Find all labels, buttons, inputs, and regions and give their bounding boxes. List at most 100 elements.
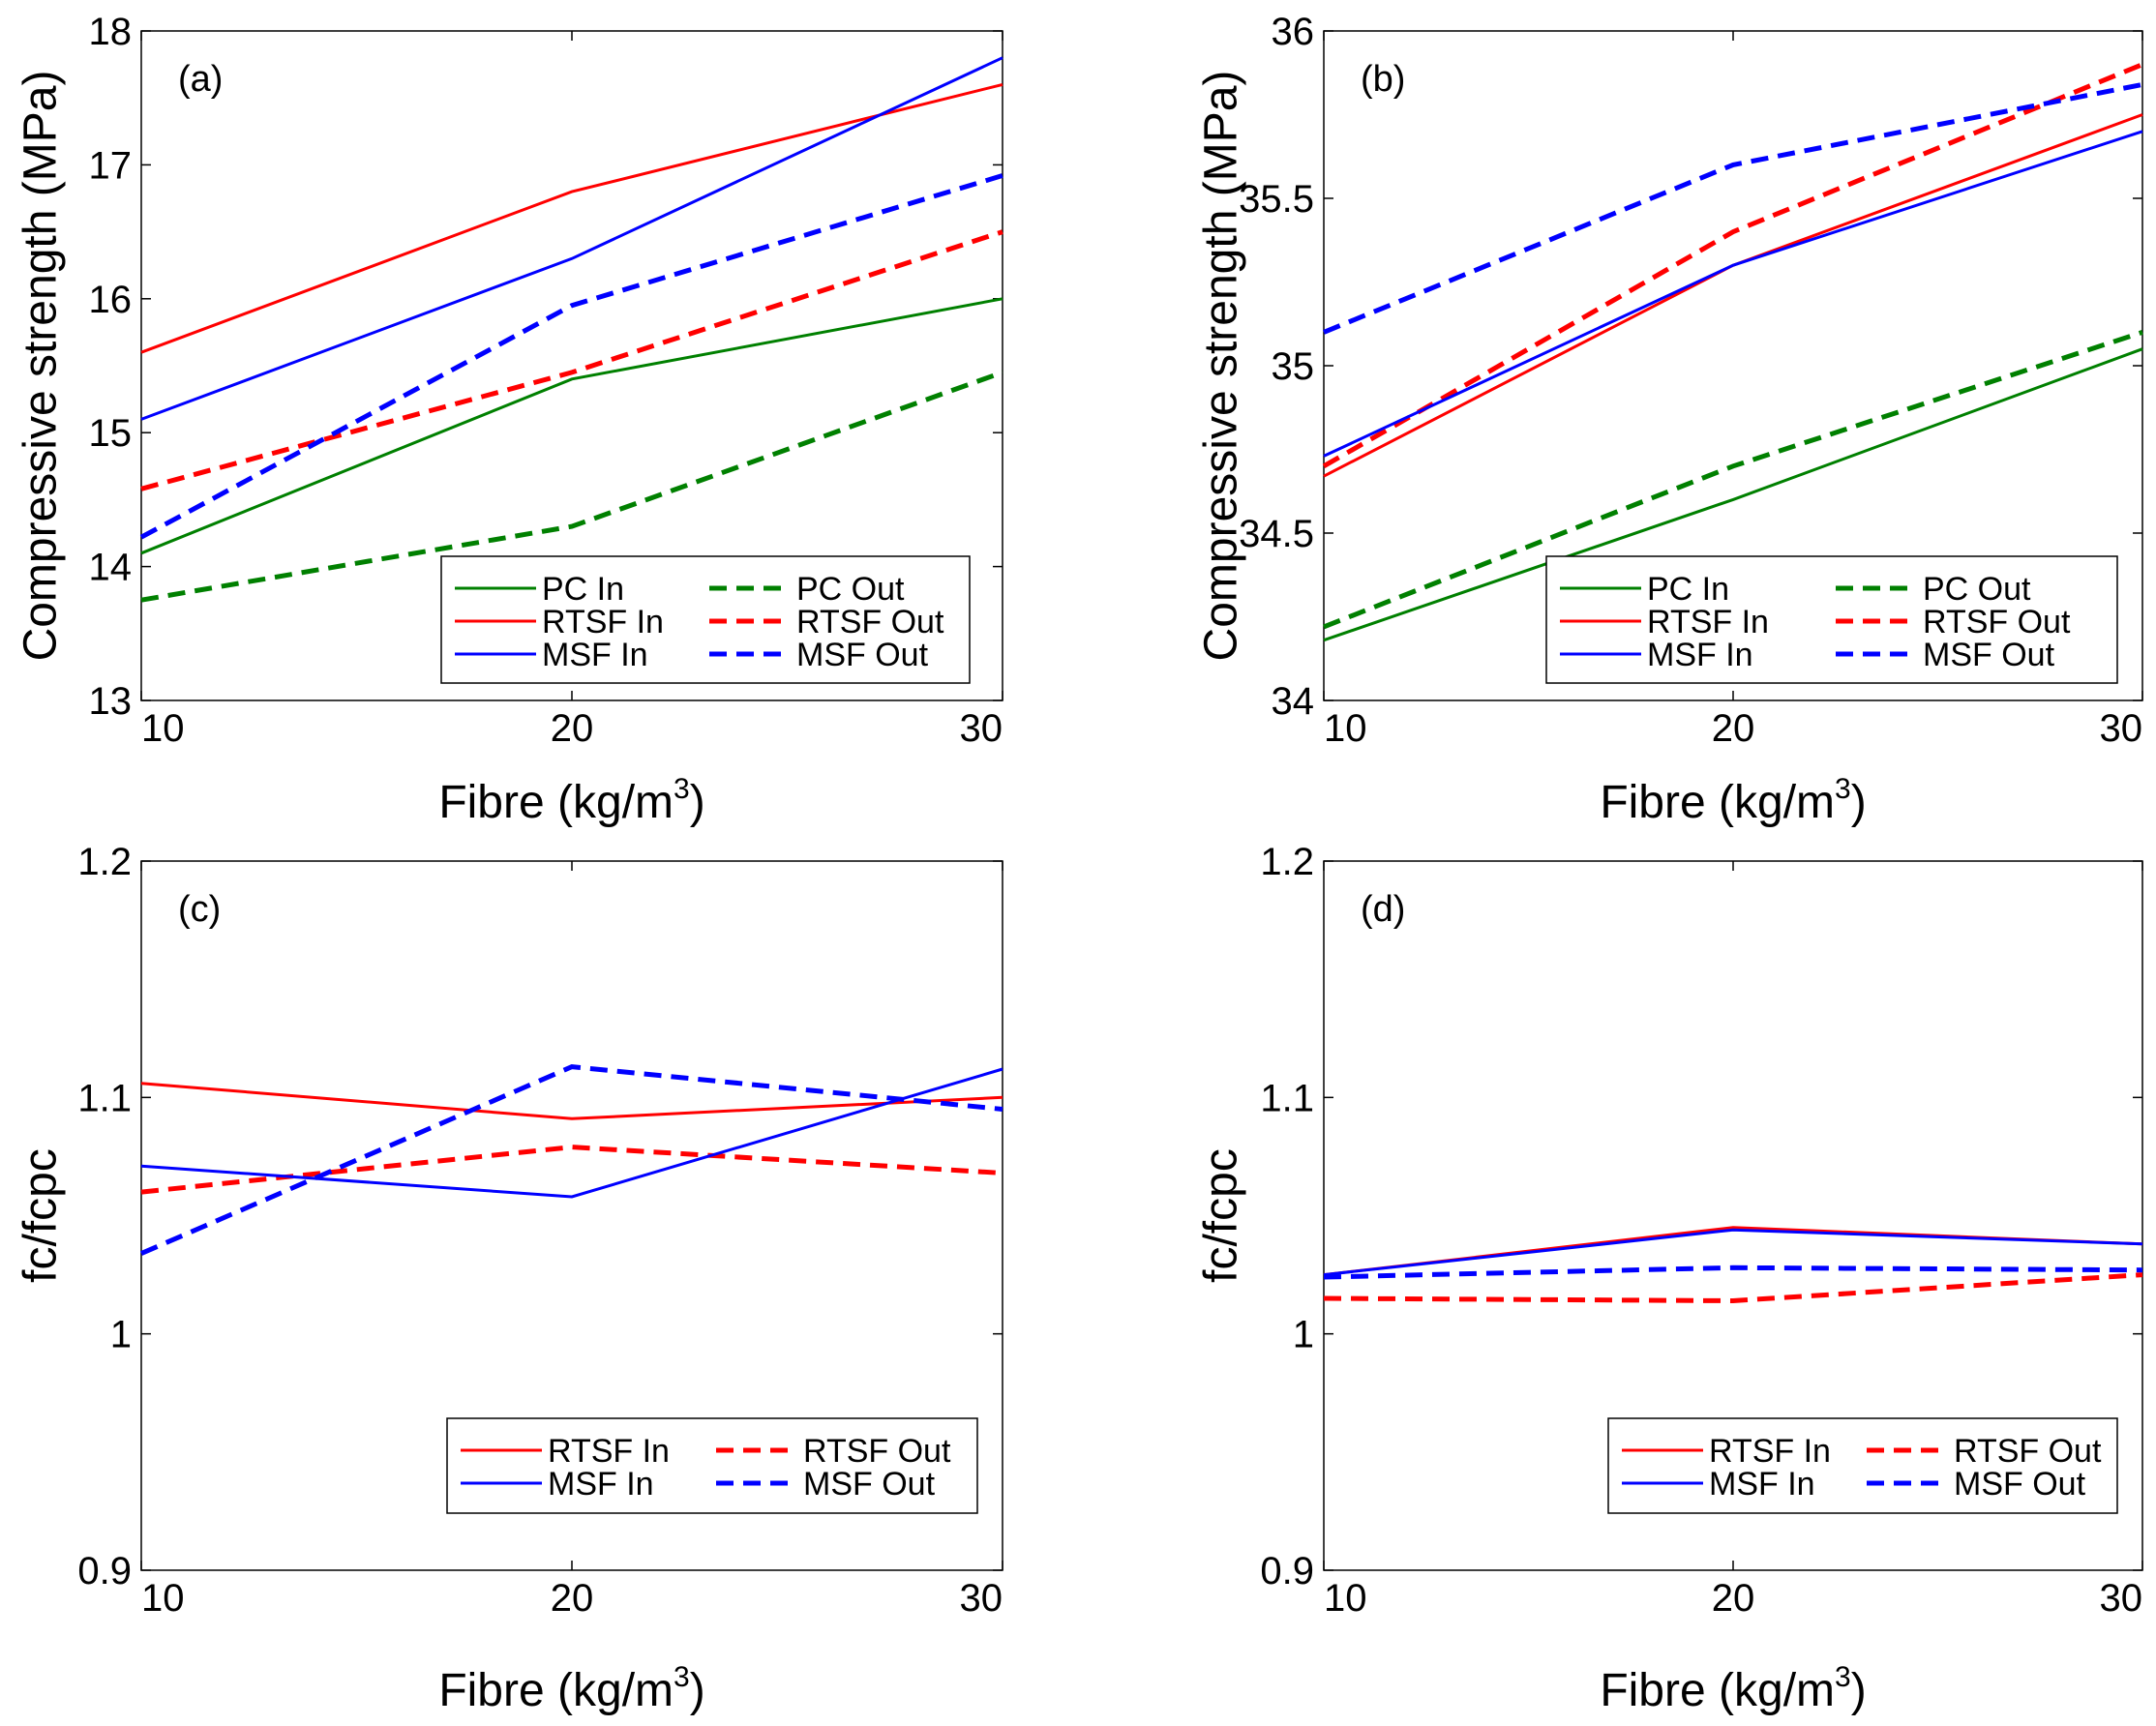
x-axis-title-main: Fibre (kg/m xyxy=(1600,1665,1835,1716)
series-line-msf-in xyxy=(140,56,1003,421)
series-line-msf-out xyxy=(140,1064,1003,1256)
series-line-msf-out xyxy=(1323,81,2143,335)
y-tick-label: 13 xyxy=(89,680,133,723)
y-tick-label: 1 xyxy=(110,1314,132,1356)
legend-label: MSF In xyxy=(1647,637,1753,673)
legend-label: RTSF Out xyxy=(1954,1433,2102,1470)
y-tick-label: 1.2 xyxy=(77,841,132,883)
y-tick-label: 35 xyxy=(1272,345,1315,388)
x-tick-label: 20 xyxy=(551,1577,594,1620)
series-line-msf-in xyxy=(1323,1228,2143,1277)
y-tick-label: 14 xyxy=(89,547,133,589)
series-line-rtsf-out xyxy=(140,229,1003,491)
series-line-rtsf-out xyxy=(1323,1272,2143,1304)
series-line-msf-out xyxy=(139,173,1003,540)
y-tick-label: 15 xyxy=(89,412,133,455)
legend-label: RTSF In xyxy=(548,1433,670,1470)
series-line-pc-in xyxy=(140,297,1003,555)
x-axis-title-close: ) xyxy=(690,1665,705,1716)
series-line-msf-in xyxy=(1323,130,2143,458)
legend-label: MSF Out xyxy=(1923,637,2055,673)
y-tick-label: 36 xyxy=(1272,11,1315,53)
legend-label: RTSF In xyxy=(542,604,664,640)
y-axis-title: fc/fcpc xyxy=(1196,1148,1247,1283)
y-tick-label: 1 xyxy=(1293,1314,1314,1356)
panel-label: (c) xyxy=(178,889,221,930)
legend-box xyxy=(1607,1417,2118,1514)
legend-label: MSF In xyxy=(1709,1466,1815,1503)
x-tick-label: 30 xyxy=(2100,1577,2143,1620)
legend-label: MSF Out xyxy=(1954,1466,2086,1503)
x-tick-label: 30 xyxy=(960,707,1003,750)
x-tick-label: 20 xyxy=(1712,707,1755,750)
x-tick-label: 10 xyxy=(1324,1577,1367,1620)
x-tick-label: 10 xyxy=(1324,707,1367,750)
y-tick-label: 0.9 xyxy=(1260,1550,1314,1592)
series-line-pc-in xyxy=(1323,347,2143,642)
x-tick-label: 10 xyxy=(141,1577,185,1620)
x-axis-title-close: ) xyxy=(1851,777,1867,828)
legend-box xyxy=(1545,555,2118,684)
x-axis-title-main: Fibre (kg/m xyxy=(438,1665,674,1716)
x-axis-title-close: ) xyxy=(690,777,705,828)
y-axis-title: fc/fcpc xyxy=(15,1148,67,1283)
y-tick-label: 1.1 xyxy=(77,1077,132,1119)
legend-label: PC In xyxy=(542,571,624,608)
series-line-pc-out xyxy=(1323,330,2143,630)
x-axis-title: Fibre (kg/m3) xyxy=(1600,773,1866,828)
legend-label: RTSF Out xyxy=(803,1433,951,1470)
y-tick-label: 18 xyxy=(89,11,133,53)
y-tick-label: 35.5 xyxy=(1239,178,1314,221)
y-axis-title: Compressive strength (MPa) xyxy=(1196,71,1247,662)
legend-label: PC Out xyxy=(1923,571,2031,608)
series-line-pc-out xyxy=(140,370,1003,603)
legend-label: MSF Out xyxy=(796,637,929,673)
legend-label: RTSF In xyxy=(1647,604,1769,640)
x-axis-title: Fibre (kg/m3) xyxy=(438,1661,704,1716)
x-axis-title-superscript: 3 xyxy=(1835,773,1851,805)
legend-label: RTSF Out xyxy=(1923,604,2071,640)
y-axis-title: Compressive strength (MPa) xyxy=(15,71,67,662)
series-line-rtsf-in xyxy=(140,1082,1003,1120)
legend-label: RTSF In xyxy=(1709,1433,1831,1470)
x-tick-label: 20 xyxy=(1712,1577,1755,1620)
x-axis-title-close: ) xyxy=(1851,1665,1867,1716)
legend-label: MSF In xyxy=(542,637,648,673)
x-axis-title-superscript: 3 xyxy=(674,1661,690,1693)
y-tick-label: 17 xyxy=(89,144,133,187)
legend-label: MSF In xyxy=(548,1466,654,1503)
y-tick-label: 1.1 xyxy=(1260,1077,1314,1119)
series-line-rtsf-in xyxy=(140,82,1003,354)
x-axis-title-superscript: 3 xyxy=(674,773,690,805)
legend-label: RTSF Out xyxy=(796,604,944,640)
y-tick-label: 34.5 xyxy=(1239,513,1314,555)
panel-label: (d) xyxy=(1361,889,1405,930)
y-tick-label: 1.2 xyxy=(1260,841,1314,883)
y-tick-label: 0.9 xyxy=(77,1550,132,1592)
y-tick-label: 34 xyxy=(1272,680,1315,723)
series-line-rtsf-out xyxy=(1322,62,2143,468)
panel-label: (a) xyxy=(178,59,223,100)
legend-label: PC Out xyxy=(796,571,905,608)
x-axis-title-superscript: 3 xyxy=(1835,1661,1851,1693)
x-tick-label: 30 xyxy=(960,1577,1003,1620)
series-line-msf-in xyxy=(140,1067,1003,1199)
y-tick-label: 16 xyxy=(89,279,133,321)
x-axis-title: Fibre (kg/m3) xyxy=(1600,1661,1866,1716)
x-axis-title-main: Fibre (kg/m xyxy=(1600,777,1835,828)
legend-label: MSF Out xyxy=(803,1466,936,1503)
legend-label: PC In xyxy=(1647,571,1729,608)
x-tick-label: 30 xyxy=(2100,707,2143,750)
panel-label: (b) xyxy=(1361,59,1405,100)
legend-box xyxy=(446,1417,978,1514)
x-tick-label: 20 xyxy=(551,707,594,750)
